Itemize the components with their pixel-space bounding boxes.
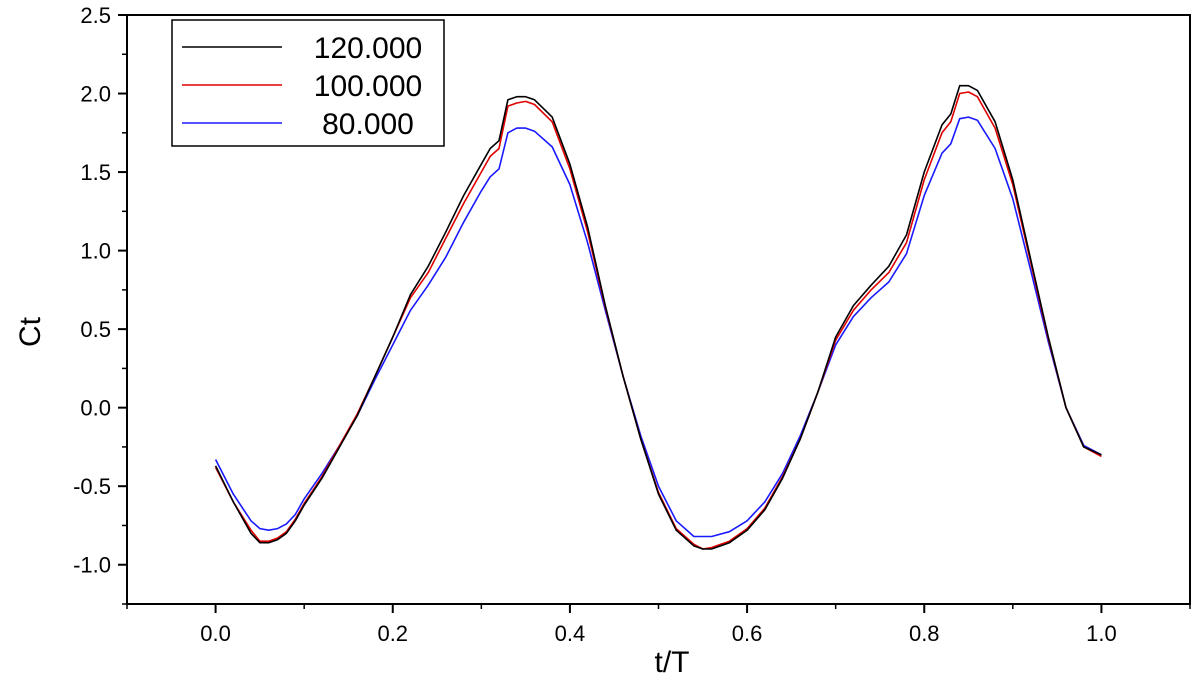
legend-box: [171, 19, 445, 147]
y-tick-label: 0.0: [80, 396, 111, 421]
y-tick-label: 2.5: [80, 3, 111, 28]
series-lines: [214, 84, 1102, 550]
legend-label: 120.000: [314, 32, 422, 65]
x-axis-label: t/T: [655, 646, 690, 678]
x-tick-label: 0.6: [732, 621, 763, 646]
x-tick-label: 0.2: [377, 621, 408, 646]
y-tick-label: 1.0: [80, 239, 111, 264]
y-axis-label: Ct: [14, 316, 47, 347]
x-axis: 0.0 0.2 0.4 0.6 0.8 1.0: [126, 604, 1191, 646]
x-tick-label: 0.4: [555, 621, 586, 646]
y-tick-label: -1.0: [73, 553, 111, 578]
legend-label: 100.000: [314, 70, 422, 103]
x-tick-label: 0.0: [200, 621, 231, 646]
y-tick-label: -0.5: [73, 474, 111, 499]
x-tick-label: 0.8: [909, 621, 940, 646]
y-tick-label: 1.5: [80, 160, 111, 185]
legend-label: 80.000: [322, 108, 414, 141]
series-line-100000: [214, 91, 1102, 550]
legend: 120.000 100.000 80.000: [171, 19, 445, 147]
y-tick-label: 2.0: [80, 82, 111, 107]
series-line-120000: [214, 84, 1102, 550]
y-tick-label: 0.5: [80, 317, 111, 342]
y-axis: -1.0 -0.5 0.0 0.5 1.0 1.5 2.0 2.5: [73, 3, 127, 605]
series-line-80000: [214, 116, 1102, 538]
x-tick-label: 1.0: [1086, 621, 1117, 646]
